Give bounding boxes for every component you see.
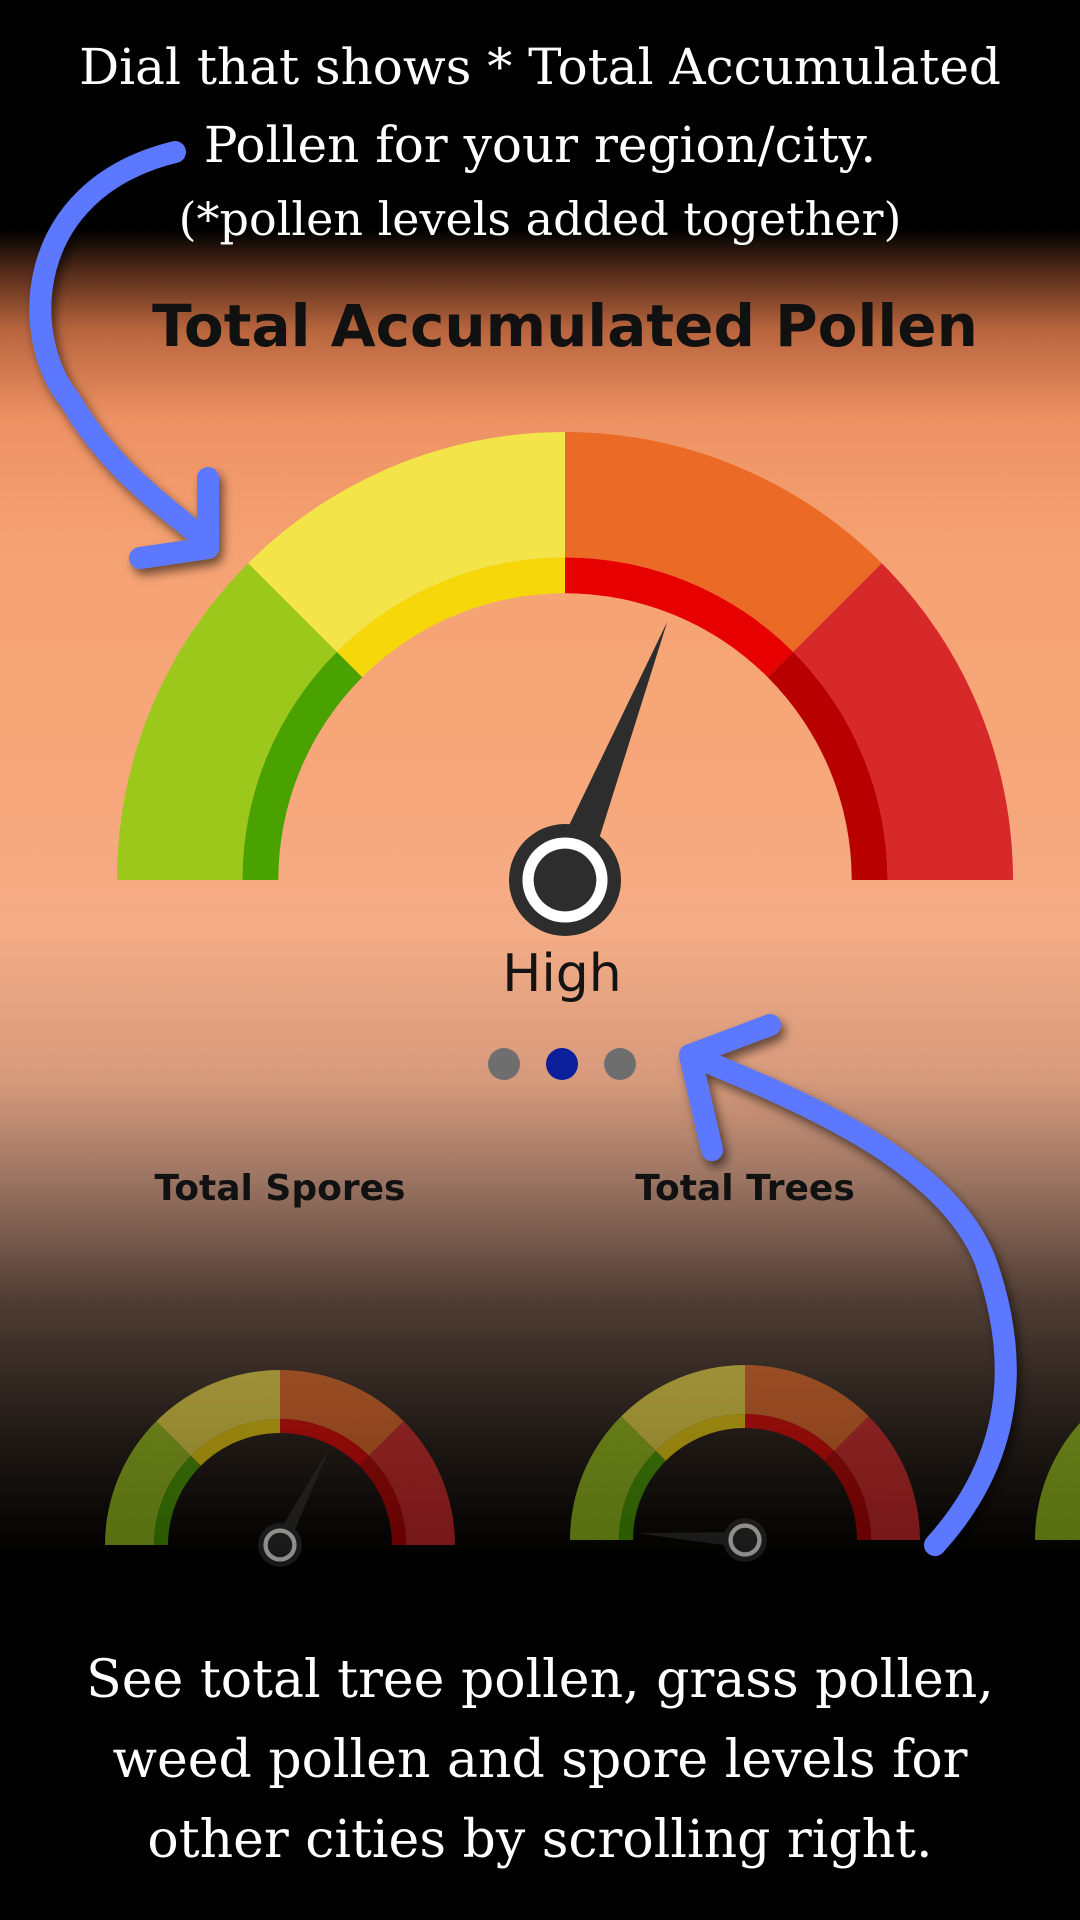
bottom-arrow-icon bbox=[679, 1044, 1017, 1556]
annotation-arrows bbox=[29, 141, 1017, 1556]
gauge-inner-band-very-high bbox=[359, 1455, 406, 1545]
gauge-segment-low bbox=[105, 1421, 191, 1545]
spores-gauge[interactable] bbox=[105, 1370, 455, 1567]
gauge-segment-high bbox=[280, 1370, 404, 1456]
gauge-inner-band-high bbox=[565, 557, 794, 678]
gauge-segment-moderate bbox=[621, 1364, 745, 1451]
gauge-segment-low bbox=[1035, 1422, 1080, 1540]
needle-hub-center bbox=[533, 848, 597, 912]
gauge-inner-band-moderate bbox=[655, 1414, 745, 1461]
total-spores-title: Total Spores bbox=[154, 1168, 406, 1209]
caption-line-3: (*pollen levels added together) bbox=[178, 192, 902, 246]
gauge-segment-low bbox=[570, 1416, 656, 1540]
gauge-inner-band-low bbox=[242, 651, 363, 880]
gauge-title: Total Accumulated Pollen bbox=[152, 292, 978, 360]
bottom-caption-line-1: See total tree pollen, grass pollen, bbox=[86, 1650, 994, 1710]
bottom-caption-line-3: other cities by scrolling right. bbox=[147, 1810, 933, 1870]
gauge-inner-band-moderate bbox=[336, 557, 565, 678]
gauge-segment-very-high bbox=[793, 563, 1013, 880]
trees-gauge[interactable] bbox=[570, 1364, 920, 1562]
gauge-segment-high bbox=[565, 432, 882, 652]
needle-hub-center bbox=[267, 1532, 293, 1558]
bottom-caption-line-2: weed pollen and spore levels for bbox=[112, 1730, 968, 1790]
gauge-needle bbox=[272, 1448, 330, 1549]
gauge-segment-moderate bbox=[248, 432, 565, 652]
page-dot[interactable] bbox=[546, 1048, 578, 1080]
gauge-inner-band-low bbox=[154, 1455, 201, 1545]
page-dot[interactable] bbox=[604, 1048, 636, 1080]
top-caption: Dial that shows * Total Accumulated Poll… bbox=[0, 28, 1080, 254]
gauge-inner-band-very-high bbox=[767, 651, 888, 880]
page-indicator[interactable] bbox=[488, 1048, 638, 1080]
gauge-segment-very-high bbox=[369, 1421, 455, 1545]
caption-line-2: Pollen for your region/city. bbox=[203, 116, 877, 174]
gauge-segment-very-high bbox=[834, 1416, 920, 1540]
top-arrow-icon bbox=[29, 141, 216, 551]
total-pollen-gauge bbox=[117, 432, 1013, 936]
gauge-inner-band-moderate bbox=[190, 1419, 280, 1466]
secondary-gauges[interactable] bbox=[0, 0, 1080, 1600]
bottom-caption: See total tree pollen, grass pollen, wee… bbox=[0, 1640, 1080, 1880]
gauge-inner-band-high bbox=[745, 1414, 835, 1461]
gauge-inner-band-low bbox=[619, 1450, 666, 1540]
bottom-arrow-head-icon bbox=[679, 1014, 781, 1161]
gauge-segment-moderate bbox=[156, 1370, 280, 1456]
needle-hub-center bbox=[732, 1527, 758, 1553]
pollen-level-text: High bbox=[502, 944, 622, 1004]
next-gauge-peek[interactable] bbox=[1035, 1365, 1080, 1562]
gauge-inner-band-very-high bbox=[824, 1450, 871, 1540]
top-arrow-head-icon bbox=[129, 467, 219, 569]
caption-line-1: Dial that shows * Total Accumulated bbox=[79, 38, 1001, 96]
gauge-segment-low bbox=[117, 563, 337, 880]
gauge-needle bbox=[636, 1532, 746, 1548]
gauge-inner-band-high bbox=[280, 1419, 370, 1466]
total-trees-title: Total Trees bbox=[635, 1168, 855, 1209]
gauge-needle bbox=[546, 621, 668, 888]
gauge-segment-high bbox=[745, 1365, 869, 1451]
page-dot[interactable] bbox=[488, 1048, 520, 1080]
